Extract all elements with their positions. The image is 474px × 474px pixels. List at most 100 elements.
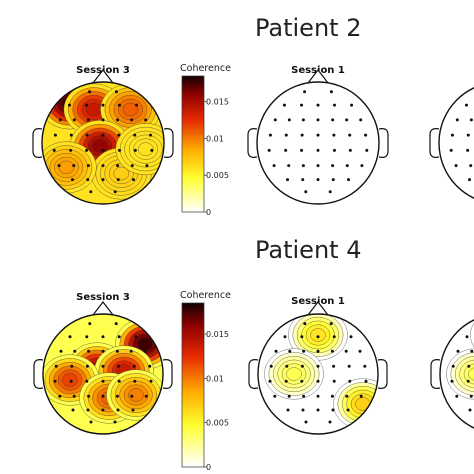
electrode-dot <box>85 148 89 152</box>
electrode-dot <box>145 164 149 168</box>
electrode-dot <box>89 420 93 424</box>
electrode-dot <box>300 148 304 152</box>
electrode-dot <box>449 148 453 152</box>
electrode-dot <box>116 178 120 182</box>
electrode-dot <box>115 394 119 398</box>
electrode-dot <box>116 408 120 412</box>
electrode-dot <box>360 164 364 168</box>
electrode-dot <box>88 322 92 326</box>
electrode-dot <box>316 178 320 182</box>
electrode-dot <box>350 103 354 107</box>
electrode-dot <box>316 103 320 107</box>
electrode-dot <box>469 394 473 398</box>
electrode-dot <box>116 118 120 122</box>
head-outline <box>42 313 164 435</box>
electrode-dot <box>87 394 91 398</box>
left-ear <box>247 128 258 158</box>
electrode-dot <box>470 349 474 353</box>
head-outline <box>438 87 474 199</box>
electrode-dot <box>101 349 105 353</box>
electrode-dot <box>455 118 459 122</box>
electrode-dot <box>133 379 137 383</box>
electrode-dot <box>300 379 304 383</box>
electrode-dot <box>300 133 304 137</box>
coherence-contour <box>286 367 302 381</box>
coherence-contour <box>113 166 130 181</box>
electrode-dot <box>316 379 320 383</box>
electrode-dot <box>54 364 58 368</box>
head-outline <box>256 81 380 205</box>
electrode-dot <box>300 364 304 368</box>
electrode-dot <box>53 379 57 383</box>
electrode-dot <box>148 364 152 368</box>
electrode-dot <box>130 118 134 122</box>
nose <box>307 69 329 84</box>
electrode-dot <box>86 118 90 122</box>
electrode-dot <box>72 394 76 398</box>
electrode-dot <box>87 349 91 353</box>
electrode-dot <box>316 349 320 353</box>
electrode-dot <box>117 379 121 383</box>
electrode-dot <box>101 379 105 383</box>
electrode-dot <box>149 133 153 137</box>
electrode-dot <box>286 178 289 182</box>
electrode-dot <box>86 164 90 168</box>
electrode-dot <box>284 133 288 137</box>
electrode-dot <box>117 103 121 107</box>
electrode-dot <box>302 349 306 353</box>
colorbar-top-tick-label: 0.015 <box>206 98 229 107</box>
electrode-dot <box>329 90 333 94</box>
electrode-dot <box>332 148 336 152</box>
electrode-dot <box>117 364 121 368</box>
electrode-dot <box>130 164 134 168</box>
electrode-dot <box>468 178 471 182</box>
p4-session3-title: Session 3 <box>76 292 130 303</box>
electrode-dot <box>302 394 306 398</box>
electrode-dot <box>114 322 118 326</box>
electrode-dot <box>89 190 93 194</box>
electrode-dot <box>303 90 307 94</box>
colorbar-top-gradient <box>181 75 205 213</box>
electrode-dot <box>149 379 153 383</box>
electrode-dot <box>58 118 62 122</box>
colorbar-bottom-tick-label: 0 <box>206 463 211 472</box>
electrode-dot <box>301 408 305 412</box>
electrode-dot <box>85 335 89 339</box>
electrode-dot <box>101 364 105 368</box>
electrode-dot <box>274 349 278 353</box>
electrode-dot <box>331 164 335 168</box>
electrode-dot <box>345 164 349 168</box>
coherence-contour <box>310 328 326 342</box>
electrode-dot <box>68 335 72 339</box>
coherence-contour <box>137 337 153 351</box>
electrode-dot <box>273 118 277 122</box>
electrode-dot <box>133 133 137 137</box>
electrode-dot <box>450 379 454 383</box>
colorbar-top-tick-label: 0.01 <box>206 134 224 143</box>
electrode-dot <box>332 133 336 137</box>
electrode-dot <box>363 364 367 368</box>
electrode-dot <box>466 379 470 383</box>
right-ear <box>377 359 388 389</box>
coherence-contour <box>137 142 154 156</box>
electrode-dot <box>348 379 352 383</box>
electrode-dot <box>101 164 105 168</box>
right-ear <box>378 128 389 158</box>
electrode-dot <box>101 148 105 152</box>
electrode-dot <box>59 349 63 353</box>
electrode-dot <box>101 133 105 137</box>
colorbar-bottom-label: Coherence <box>180 290 231 301</box>
electrode-dot <box>364 133 368 137</box>
electrode-dot <box>316 148 320 152</box>
electrode-dot <box>347 178 350 182</box>
electrode-dot <box>348 148 352 152</box>
electrode-dot <box>268 379 272 383</box>
head-outline <box>257 313 379 435</box>
electrode-dot <box>467 364 471 368</box>
electrode-dot <box>144 118 148 122</box>
electrode-dot <box>346 408 350 412</box>
electrode-dot <box>304 420 308 424</box>
electrode-dot <box>345 394 349 398</box>
electrode-dot <box>328 420 332 424</box>
